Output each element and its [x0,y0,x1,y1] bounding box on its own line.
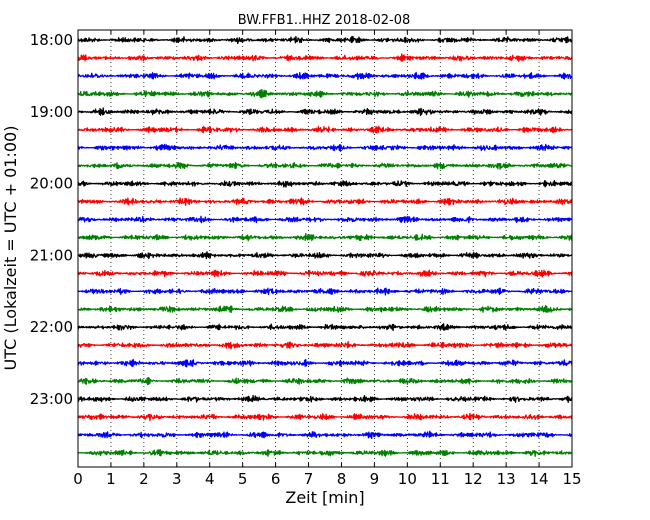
x-tick-label: 10 [398,470,417,488]
chart-title: BW.FFB1..HHZ 2018-02-08 [238,13,411,28]
trace-line [77,232,573,242]
trace-line [77,394,573,403]
trace-line [77,323,573,332]
x-axis-label: Zeit [min] [285,488,364,507]
x-tick-label: 14 [530,470,549,488]
y-tick-label: 23:00 [30,390,73,408]
trace-line [77,161,573,170]
trace-line [77,269,573,278]
x-tick-label: 8 [337,470,347,488]
y-tick-label: 19:00 [30,103,73,121]
y-tick-label: 18:00 [30,31,73,49]
trace-line [77,180,573,188]
y-axis-label: UTC (Lokalzeit = UTC + 01:00) [1,126,20,371]
trace-line [77,125,573,134]
y-tick-label: 21:00 [30,246,73,264]
x-tick-label: 13 [497,470,516,488]
x-tick-label: 9 [370,470,380,488]
trace-line [77,53,573,63]
x-tick-label: 4 [205,470,215,488]
trace-line [77,197,573,206]
x-tick-label: 6 [271,470,281,488]
trace-line [77,215,573,224]
x-tick-label: 11 [431,470,450,488]
trace-line [77,358,573,368]
trace-line [77,304,573,314]
x-tick-label: 3 [172,470,182,488]
trace-line [77,430,573,440]
trace-line [77,287,573,296]
trace-line [77,107,573,117]
x-tick-label: 12 [464,470,483,488]
trace-line [77,89,573,99]
x-tick-label: 7 [304,470,314,488]
trace-line [77,143,573,152]
x-axis-ticks: 0 1 2 3 4 5 6 7 8 9 10 11 12 13 14 15 [73,30,582,488]
grid-lines [110,30,540,467]
trace-line [77,251,573,260]
seismic-traces [77,35,573,457]
y-tick-label: 20:00 [30,175,73,193]
trace-line [77,449,573,457]
trace-line [77,340,573,350]
trace-line [77,35,573,45]
plot-frame [77,29,573,468]
trace-line [77,412,573,422]
trace-line [77,71,573,80]
x-tick-label: 2 [139,470,149,488]
y-tick-label: 22:00 [30,318,73,336]
x-tick-label: 0 [73,470,83,488]
trace-line [77,376,573,386]
x-tick-label: 5 [238,470,248,488]
x-tick-label: 15 [562,470,581,488]
x-tick-label: 1 [106,470,116,488]
y-axis-ticks: 18:00 19:00 20:00 21:00 22:00 23:00 [30,31,572,408]
